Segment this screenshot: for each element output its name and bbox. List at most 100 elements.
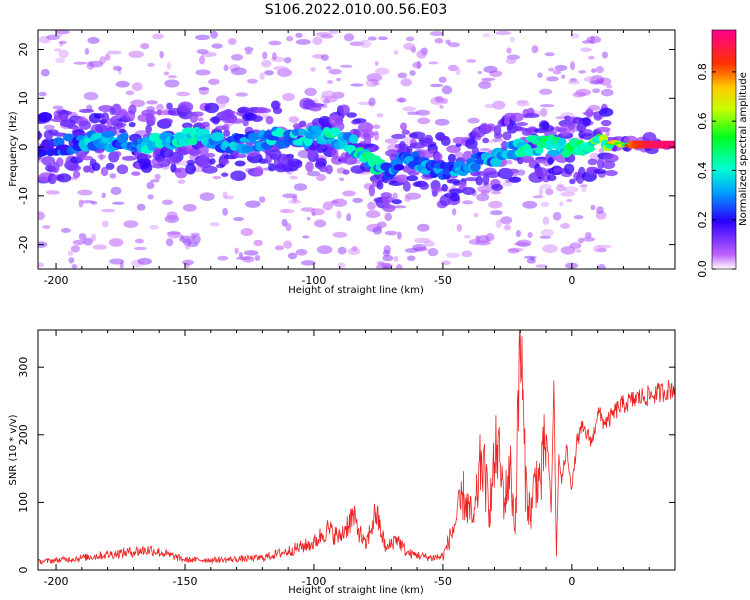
spectrogram-noise-blob [300,207,316,212]
spectrogram-noise-blob [99,154,104,161]
spectrogram-halo-blob [510,112,524,122]
spectrogram-noise-blob [539,104,555,108]
spectrogram-noise-blob [295,38,311,45]
spectrogram-noise-blob [542,244,558,254]
colorbar-ticks: 0.0 0.2 0.4 0.6 0.8 [696,63,736,278]
spectrogram-noise-blob [104,53,111,61]
spectrogram-peak-band [667,140,672,149]
spectrogram-noise-blob [283,240,293,249]
spectrogram-noise-blob [575,249,582,253]
snr-y-tick-label: 300 [17,357,30,378]
spectrogram-x-ticks: -200 -150 -100 -50 0 [44,30,676,287]
snr-y-ticks: 0 100 200 300 [17,357,675,574]
spectrogram-ridge-cell [120,132,129,140]
spectrogram-noise-blob [230,67,247,76]
spectrogram-noise-blob [392,192,398,200]
spectrogram-halo-blob [191,111,204,117]
spectrogram-noise-blob [78,233,87,241]
spectrogram-noise-blob [268,40,282,46]
spectrogram-halo-blob [66,164,82,172]
spectrogram-ridge-cell [535,146,544,155]
spectrogram-noise-blob [327,80,334,84]
spectrogram-noise-blob [423,240,435,247]
spectrogram-noise-blob [416,49,427,59]
spectrogram-halo-blob [251,115,263,122]
spectrogram-halo-blob [315,157,327,168]
spectrogram-noise-blob [500,216,513,225]
spectrogram-noise-blob [477,71,483,75]
spectrogram-halo-blob [41,156,56,166]
spectrogram-noise-blob [100,208,116,213]
spectrogram-halo-blob [475,175,484,186]
spectrogram-noise-blob [582,236,596,242]
spectrogram-noise-blob [596,206,604,214]
spectrogram-noise-blob [312,36,323,46]
spectrogram-noise-blob [166,61,172,70]
spectrogram-halo-blob [400,122,407,131]
spectrogram-noise-blob [573,214,584,220]
spectrogram-noise-blob [335,77,341,82]
snr-x-tick-label: 0 [568,575,575,588]
spectrogram-noise-blob [227,37,237,45]
spectrogram-noise-blob [164,79,180,88]
spectrogram-noise-blob [546,76,559,82]
spectrogram-noise-blob [283,57,292,64]
spectrogram-noise-blob [478,81,492,90]
spectrogram-noise-blob [342,190,356,197]
spectrogram-noise-blob [274,245,285,251]
spectrogram-halo-blob [187,149,202,156]
spectrogram-noise-blob [328,68,342,75]
spectrogram-halo-blob [209,158,216,165]
spectrogram-halo-blob [515,122,528,127]
spectrogram-noise-blob [527,232,533,238]
spectrogram-halo-blob [78,108,95,113]
spectrogram-noise-blob [325,66,332,70]
spectrogram-noise-blob [455,67,461,76]
spectrogram-halo-blob [391,199,402,205]
spectrogram-halo-blob [601,119,612,127]
spectrogram-noise-blob [476,193,490,202]
spectrogram-halo-blob [575,172,585,184]
spectrogram-halo-blob [100,166,109,177]
spectrogram-ridge-cell [547,149,561,157]
spectrogram-halo-blob [338,104,350,116]
spectrogram-noise-blob [110,186,122,196]
spectrogram-noise-blob [491,100,506,110]
spectrogram-noise-blob [56,30,63,37]
spectrogram-halo-blob [582,117,591,127]
spectrogram-halo-blob [334,117,344,124]
snr-y-tick-label: 100 [17,492,30,513]
spectrogram-noise-blob [177,179,186,184]
spectrogram-noise-blob [397,72,408,79]
spectrogram-ridge-cell [297,128,307,136]
spectrogram-halo-blob [116,164,129,175]
spectrogram-noise-blob [115,80,130,88]
spectrogram-halo-blob [121,155,137,161]
spectrogram-halo-blob [446,178,461,184]
spectrogram-noise-blob [43,124,55,131]
spectrogram-noise-blob [106,50,122,55]
spectrogram-noise-blob [492,137,503,142]
spectrogram-noise-blob [434,118,450,126]
spectrogram-noise-blob [491,190,501,195]
spectrogram-noise-blob [187,241,199,247]
spectrogram-noise-blob [167,75,177,79]
spectrogram-halo-blob [371,145,380,151]
spectrogram-noise-blob [409,70,416,76]
spectrogram-noise-blob [243,250,259,256]
spectrogram-noise-blob [592,244,605,253]
spectrogram-noise-blob [337,262,346,269]
spectrogram-halo-blob [305,161,314,173]
spectrogram-halo-blob [547,174,557,182]
spectrogram-noise-blob [575,88,592,97]
spectrogram-halo-blob [342,169,350,175]
spectrogram-noise-blob [441,260,451,266]
spectrogram-halo-blob [165,156,180,164]
spectrogram-halo-blob [479,122,489,134]
spectrogram-noise-blob [222,191,228,199]
spectrogram-halo-blob [310,103,325,108]
spectrogram-noise-blob [92,244,107,250]
spectrogram-noise-blob [140,43,150,50]
spectrogram-noise-blob [198,87,210,91]
spectrogram-noise-blob [468,239,480,245]
